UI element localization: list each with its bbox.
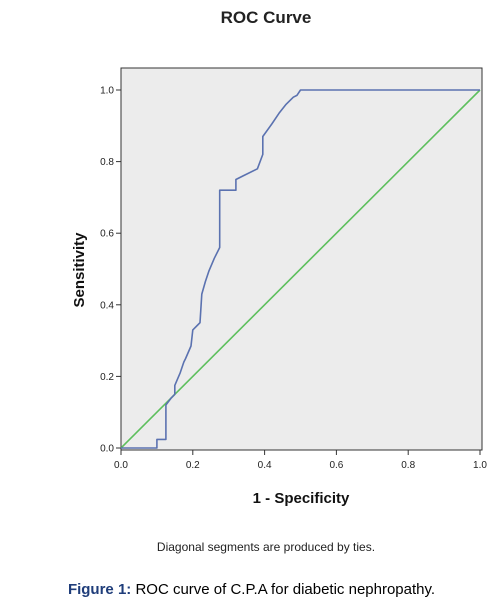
x-tick-label: 0.6: [329, 460, 343, 471]
figure-caption: Figure 1: ROC curve of C.P.A for diabeti…: [0, 581, 503, 598]
roc-chart: ROC Curve 0.0 0.2 0.4 0.6 0.8 1.0 0.00.20.40.…: [71, 8, 487, 554]
y-axis-ticks: 0.0 0.2 0.4 0.6 0.8 1.0: [100, 86, 121, 455]
y-tick-label: 1.0: [100, 86, 114, 97]
y-axis-label: Sensitivity: [71, 232, 88, 308]
chart-title: ROC Curve: [221, 8, 312, 27]
reference-line-layer: [120, 89, 481, 449]
x-tick-label: 0.8: [401, 460, 415, 471]
chart-footnote: Diagonal segments are produced by ties.: [157, 540, 375, 554]
y-tick-label: 0.8: [100, 157, 114, 168]
x-tick-label: 0.4: [258, 460, 272, 471]
reference-line: [120, 89, 481, 449]
x-axis-ticks: 0.0 0.2 0.4 0.6 0.8 1.0: [114, 450, 487, 471]
plot-area: [120, 67, 483, 451]
figure-caption-label: Figure 1:: [67, 581, 132, 598]
series-layer: [121, 89, 480, 449]
y-tick-label: 0.4: [100, 300, 114, 311]
x-axis-label: 1 - Specificity: [253, 490, 350, 507]
x-tick-label: 0.2: [186, 460, 200, 471]
figure-caption-text: ROC curve of C.P.A for diabetic nephropa…: [131, 581, 436, 598]
x-tick-label: 0.0: [114, 460, 128, 471]
y-tick-label: 0.2: [100, 372, 114, 383]
y-tick-label: 0.0: [100, 444, 114, 455]
x-tick-label: 1.0: [473, 460, 487, 471]
roc-curve: [121, 89, 480, 449]
y-tick-label: 0.6: [100, 229, 114, 240]
